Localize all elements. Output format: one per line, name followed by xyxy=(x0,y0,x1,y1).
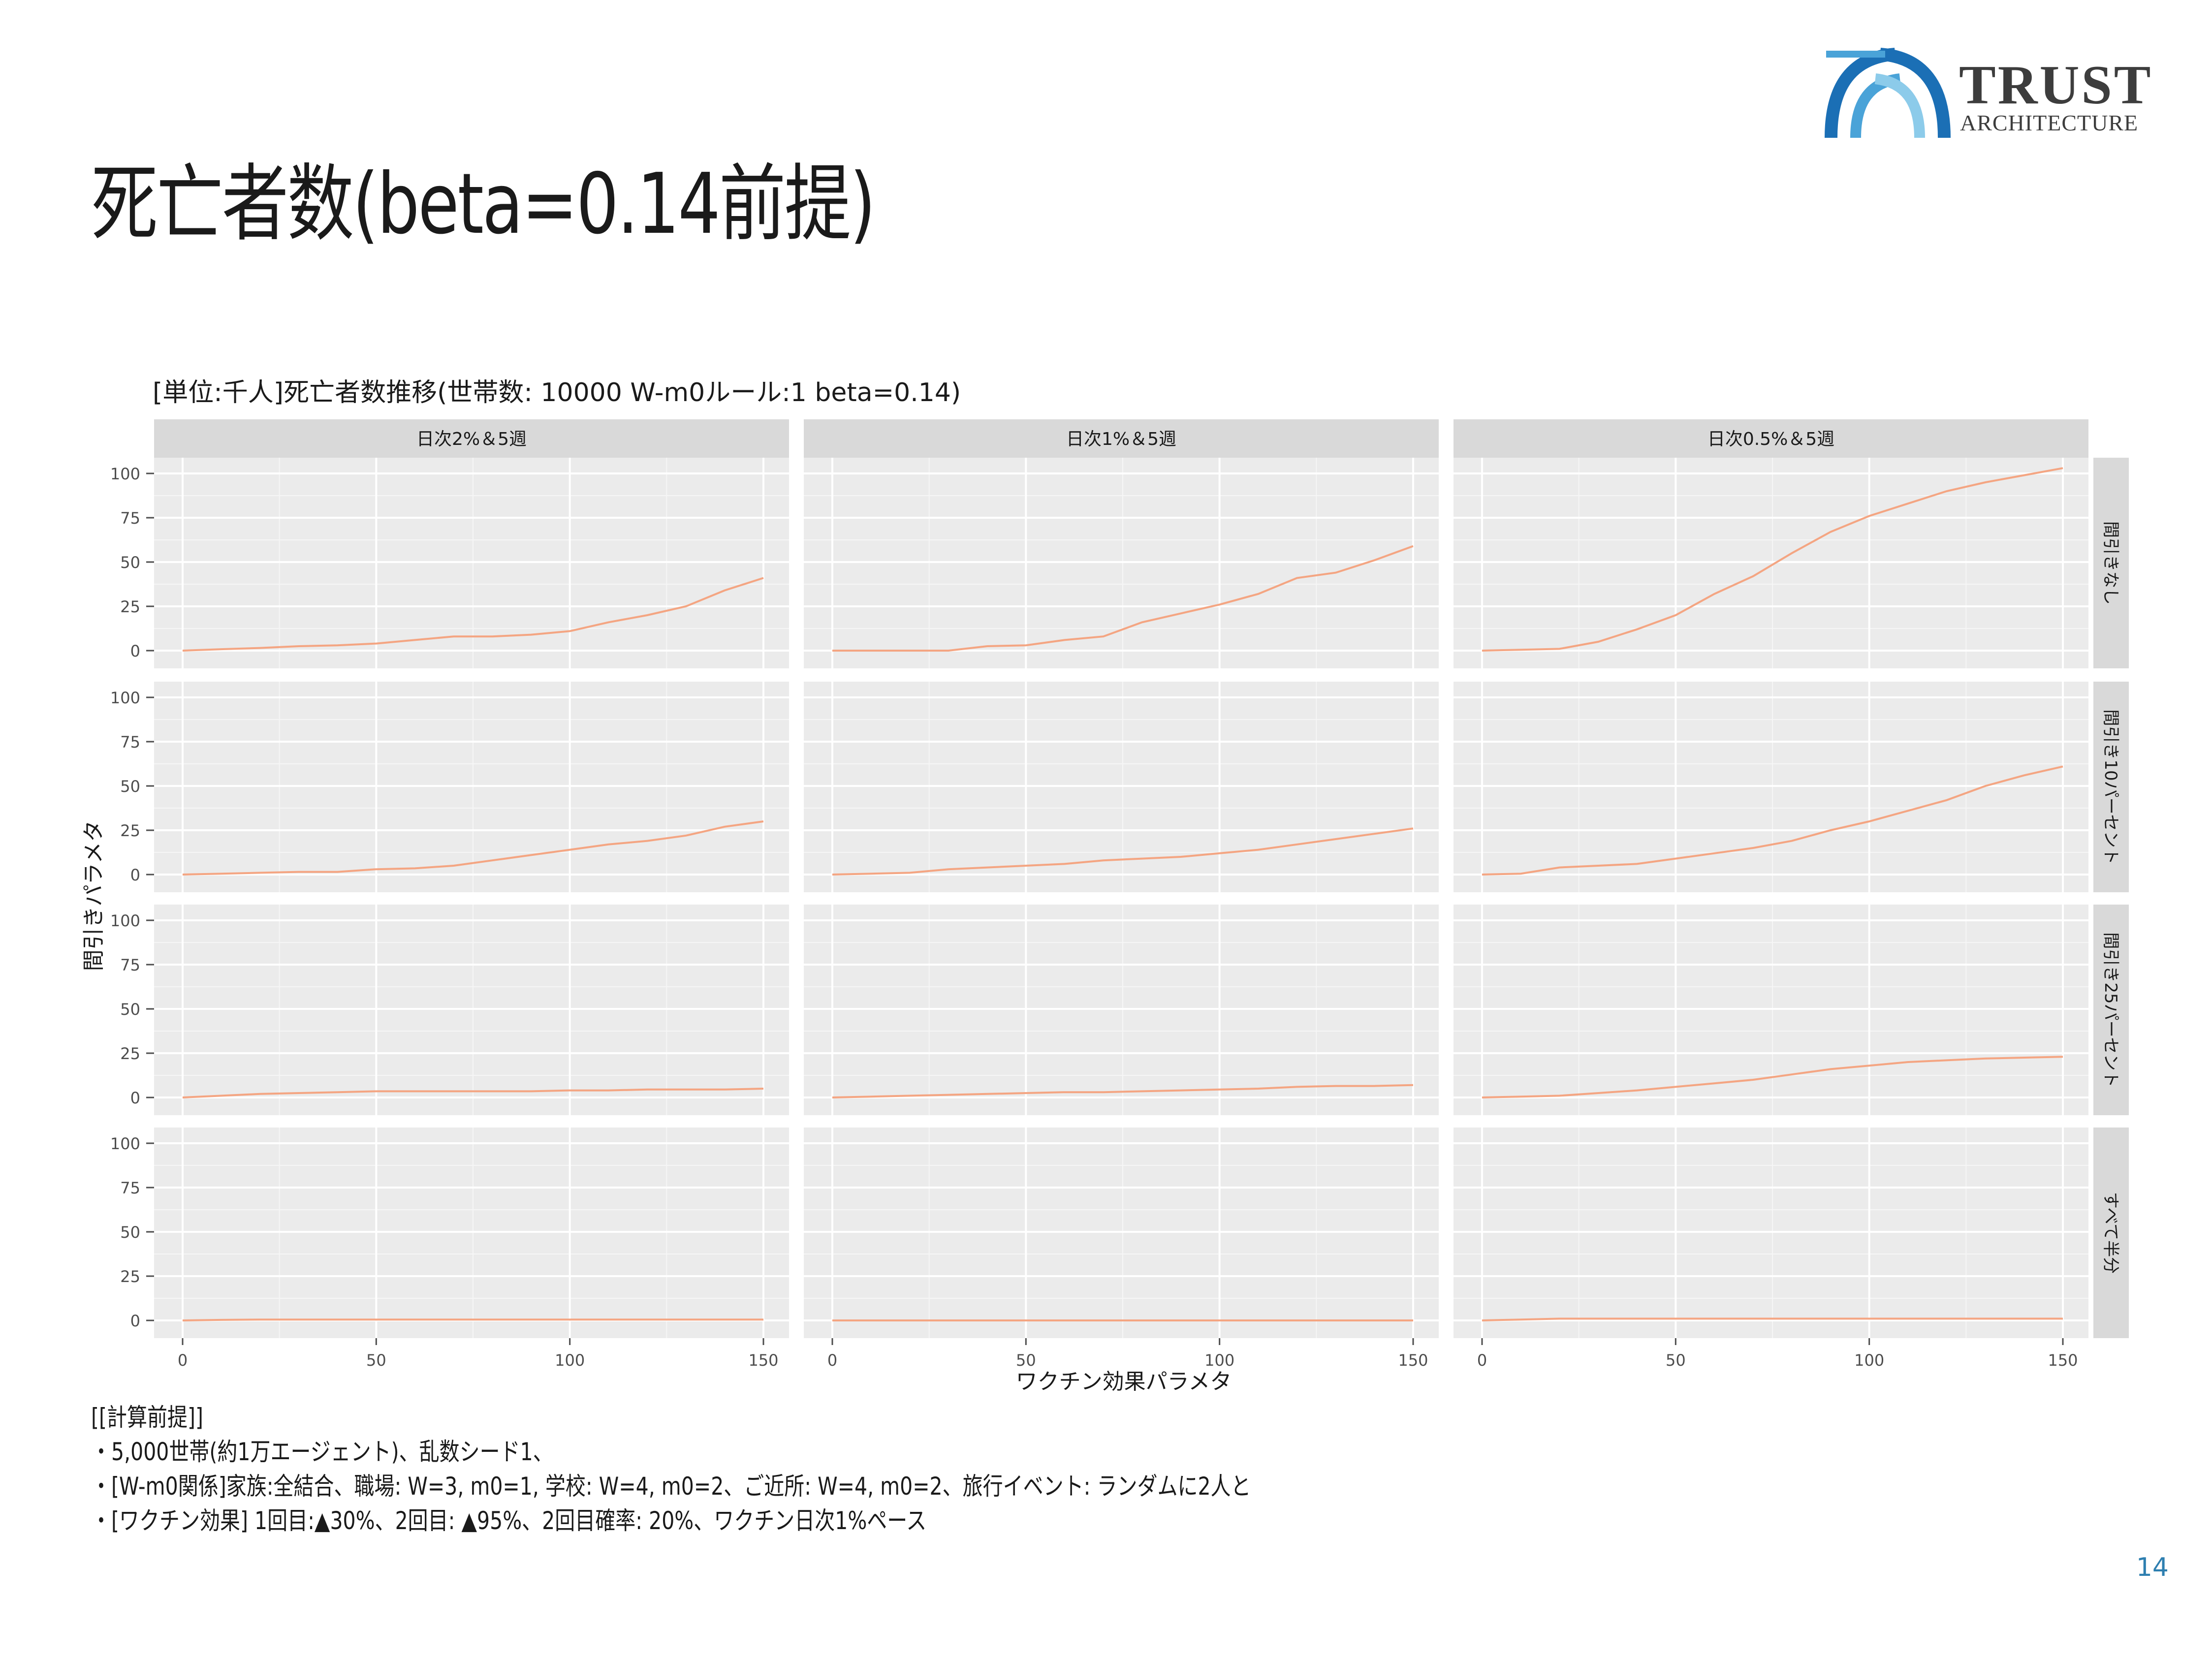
y-tick-label: 75 xyxy=(120,1179,140,1197)
series-line xyxy=(1482,1056,2063,1098)
chart-title: [単位:千人]死亡者数推移(世帯数: 10000 W-m0ルール:1 beta=… xyxy=(153,378,961,407)
trust-architecture-logo: TRUST ARCHITECTURE xyxy=(1825,48,2152,138)
row-strip xyxy=(2093,1128,2129,1338)
x-tick-label: 50 xyxy=(366,1351,386,1370)
facet-panel xyxy=(154,458,789,668)
x-tick-label: 0 xyxy=(178,1351,188,1370)
y-tick-label: 25 xyxy=(120,1044,140,1063)
facet-panel xyxy=(804,458,1439,668)
facet-panel xyxy=(804,682,1439,892)
logo-sub-text: ARCHITECTURE xyxy=(1960,110,2138,135)
y-tick-label: 25 xyxy=(120,821,140,840)
x-tick-label: 50 xyxy=(1666,1351,1686,1370)
series-line xyxy=(182,820,764,876)
y-tick-label: 0 xyxy=(130,642,140,660)
y-tick-label: 50 xyxy=(120,1000,140,1019)
facet-panel xyxy=(154,905,789,1115)
y-tick-label: 25 xyxy=(120,1267,140,1286)
notes-line: [[計算前提]] xyxy=(91,1403,203,1432)
column-strip xyxy=(1454,419,2088,458)
row-strip xyxy=(2093,458,2129,668)
y-tick-label: 75 xyxy=(120,509,140,528)
column-strip-label: 日次2%＆5週 xyxy=(416,429,527,449)
x-tick-label: 150 xyxy=(1398,1351,1428,1370)
y-tick-label: 100 xyxy=(110,689,140,707)
x-axis-label: ワクチン効果パラメタ xyxy=(1016,1369,1232,1394)
row-strip-label: すべて半分 xyxy=(2101,1192,2120,1274)
y-tick-label: 50 xyxy=(120,553,140,572)
x-tick-label: 150 xyxy=(748,1351,778,1370)
row-strip-label: 間引きなし xyxy=(2101,521,2120,605)
y-tick-label: 50 xyxy=(120,1223,140,1242)
series-line xyxy=(182,577,764,652)
y-tick-label: 50 xyxy=(120,777,140,796)
series-line xyxy=(1482,467,2063,652)
column-strip-label: 日次1%＆5週 xyxy=(1066,429,1176,449)
facet-panel xyxy=(1454,905,2088,1115)
series-line xyxy=(182,1318,763,1321)
x-tick-label: 100 xyxy=(1854,1351,1884,1370)
notes-line: ・5,000世帯(約1万エージェント)、乱数シード1、 xyxy=(91,1438,553,1466)
column-strip-label: 日次0.5%＆5週 xyxy=(1707,429,1834,449)
facet-panel xyxy=(804,905,1439,1115)
notes-line: ・[W-m0関係]家族:全結合、職場: W=3, m0=1, 学校: W=4, … xyxy=(91,1472,1251,1501)
series-line xyxy=(832,1084,1414,1098)
row-strip xyxy=(2093,682,2129,892)
row-strip xyxy=(2093,905,2129,1115)
x-tick-label: 0 xyxy=(1477,1351,1487,1370)
y-tick-label: 25 xyxy=(120,597,140,616)
y-axis-label: 間引きパラメタ xyxy=(81,820,106,972)
y-tick-label: 100 xyxy=(110,1134,140,1153)
column-strip xyxy=(804,419,1439,458)
facet-panel xyxy=(1454,682,2088,892)
page-number: 14 xyxy=(2136,1553,2169,1582)
series-line xyxy=(182,1088,764,1098)
series-line xyxy=(832,545,1414,652)
facet-panel xyxy=(154,682,789,892)
y-tick-label: 75 xyxy=(120,733,140,752)
y-tick-label: 0 xyxy=(130,866,140,884)
x-tick-label: 100 xyxy=(555,1351,585,1370)
logo-main-text: TRUST xyxy=(1959,55,2152,116)
y-tick-label: 100 xyxy=(110,465,140,483)
column-strip xyxy=(154,419,789,458)
y-tick-label: 0 xyxy=(130,1312,140,1330)
y-tick-label: 75 xyxy=(120,956,140,974)
series-line xyxy=(832,827,1414,876)
x-tick-label: 150 xyxy=(2048,1351,2078,1370)
y-tick-label: 100 xyxy=(110,911,140,930)
facet-panel xyxy=(154,1128,789,1338)
x-tick-label: 0 xyxy=(827,1351,837,1370)
x-tick-label: 50 xyxy=(1016,1351,1036,1370)
calculation-notes: [[計算前提]] ・5,000世帯(約1万エージェント)、乱数シード1、 ・[W… xyxy=(91,1400,1251,1538)
row-strip-label: 間引き25パーセント xyxy=(2101,932,2120,1087)
facet-panel xyxy=(804,1128,1439,1338)
slide-title: 死亡者数(beta=0.14前提) xyxy=(91,156,876,253)
logo-arches-icon xyxy=(1825,48,1951,138)
notes-line: ・[ワクチン効果] 1回目:▲30%、2回目: ▲95%、2回目確率: 20%、… xyxy=(91,1506,927,1535)
row-strip-label: 間引き10パーセント xyxy=(2101,709,2120,864)
y-tick-label: 0 xyxy=(130,1089,140,1107)
facet-panel xyxy=(1454,458,2088,668)
series-line xyxy=(1482,765,2063,876)
x-tick-label: 100 xyxy=(1204,1351,1234,1370)
series-line xyxy=(1482,1317,2063,1321)
facet-panel xyxy=(1454,1128,2088,1338)
